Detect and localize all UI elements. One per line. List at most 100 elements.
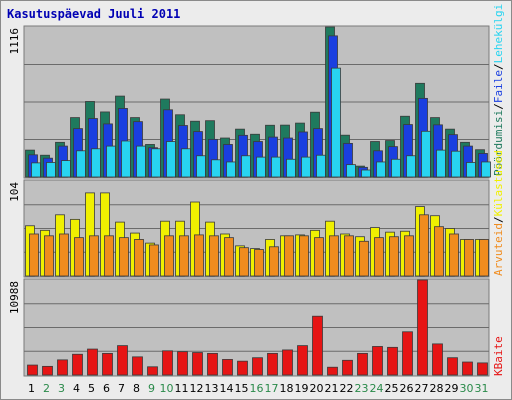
bar-middle-arvuteid-6 xyxy=(104,235,114,277)
bar-top-faile-14 xyxy=(226,161,236,178)
bar-top-faile-23 xyxy=(361,169,371,178)
bar-bottom-kbaite-11 xyxy=(177,351,188,376)
bar-middle-arvuteid-18 xyxy=(284,235,294,277)
bar-top-faile-18 xyxy=(286,158,296,178)
legend-middle-part: Külastused xyxy=(492,150,505,216)
bar-bottom-kbaite-10 xyxy=(162,350,173,376)
bar-bottom-kbaite-23 xyxy=(357,352,368,376)
legend-middle: Arvuteid/Külastused xyxy=(492,150,505,276)
bar-bottom-kbaite-5 xyxy=(87,348,98,376)
bar-bottom-kbaite-2 xyxy=(42,365,53,376)
bar-bottom-kbaite-31 xyxy=(477,362,488,376)
legend-top: Pöördumisi/Faile/Lehekülgi xyxy=(492,4,505,176)
bar-top-faile-1 xyxy=(31,162,41,178)
bar-top-faile-25 xyxy=(391,158,401,178)
bar-top-faile-10 xyxy=(166,141,176,178)
bar-top-faile-9 xyxy=(151,148,161,178)
x-tick-label-28: 28 xyxy=(430,382,444,395)
x-tick-label-22: 22 xyxy=(340,382,354,395)
bar-middle-arvuteid-14 xyxy=(224,237,234,277)
bar-top-faile-22 xyxy=(346,164,356,178)
legend-middle-part: / xyxy=(492,216,505,223)
bar-middle-arvuteid-23 xyxy=(359,240,369,277)
bar-bottom-kbaite-17 xyxy=(267,352,278,376)
bar-top-faile-16 xyxy=(256,156,266,178)
bar-bottom-kbaite-16 xyxy=(252,357,263,376)
bar-middle-arvuteid-13 xyxy=(209,235,219,277)
bar-middle-arvuteid-2 xyxy=(44,235,54,277)
x-tick-label-27: 27 xyxy=(415,382,429,395)
bar-middle-arvuteid-9 xyxy=(149,244,159,277)
bar-middle-arvuteid-24 xyxy=(374,237,384,277)
x-tick-label-19: 19 xyxy=(295,382,309,395)
bar-bottom-kbaite-22 xyxy=(342,359,353,376)
x-tick-label-2: 2 xyxy=(43,382,50,395)
bar-middle-arvuteid-3 xyxy=(59,233,69,277)
bar-bottom-kbaite-3 xyxy=(57,359,68,376)
bar-top-faile-28 xyxy=(436,149,446,178)
x-tick-label-23: 23 xyxy=(355,382,369,395)
bar-top-faile-7 xyxy=(121,140,131,178)
bar-middle-arvuteid-11 xyxy=(179,235,189,277)
legend-top-part: Faile xyxy=(492,70,505,103)
x-tick-label-14: 14 xyxy=(220,382,234,395)
bar-middle-arvuteid-4 xyxy=(74,237,84,277)
bar-bottom-kbaite-8 xyxy=(132,356,143,376)
bar-middle-arvuteid-30 xyxy=(464,239,474,277)
x-tick-label-16: 16 xyxy=(250,382,264,395)
bar-bottom-kbaite-9 xyxy=(147,366,158,376)
bar-top-faile-5 xyxy=(91,148,101,178)
legend-top-part: / xyxy=(492,63,505,70)
x-tick-label-18: 18 xyxy=(280,382,294,395)
bar-middle-arvuteid-19 xyxy=(299,235,309,277)
bar-middle-arvuteid-29 xyxy=(449,233,459,277)
bar-top-faile-3 xyxy=(61,160,71,178)
bar-bottom-kbaite-30 xyxy=(462,361,473,376)
x-tick-label-1: 1 xyxy=(28,382,35,395)
bar-bottom-kbaite-25 xyxy=(387,346,398,376)
bar-middle-arvuteid-15 xyxy=(239,247,249,277)
x-tick-label-10: 10 xyxy=(160,382,174,395)
y-max-label-middle: 104 xyxy=(8,182,21,202)
x-tick-label-30: 30 xyxy=(460,382,474,395)
bar-top-faile-4 xyxy=(76,150,86,178)
x-tick-label-25: 25 xyxy=(385,382,399,395)
legend-bottom-part: KBaite xyxy=(492,336,505,376)
x-tick-label-4: 4 xyxy=(73,382,80,395)
bar-middle-arvuteid-5 xyxy=(89,235,99,277)
bar-top-faile-31 xyxy=(481,161,491,178)
bar-middle-arvuteid-1 xyxy=(29,233,39,277)
y-max-label-top: 1116 xyxy=(8,28,21,55)
bar-middle-arvuteid-21 xyxy=(329,235,339,277)
legend-top-part: / xyxy=(492,103,505,110)
bar-top-faile-15 xyxy=(241,155,251,178)
legend-middle-part: Arvuteid xyxy=(492,223,505,276)
bar-middle-arvuteid-27 xyxy=(419,214,429,277)
x-tick-label-24: 24 xyxy=(370,382,384,395)
legend-top-part: Lehekülgi xyxy=(492,4,505,64)
bar-middle-arvuteid-8 xyxy=(134,239,144,277)
bar-top-faile-29 xyxy=(451,150,461,178)
bar-bottom-kbaite-4 xyxy=(72,353,83,376)
bar-bottom-kbaite-24 xyxy=(372,346,383,376)
x-tick-label-8: 8 xyxy=(133,382,140,395)
x-tick-label-26: 26 xyxy=(400,382,414,395)
chart-title: Kasutuspäevad Juuli 2011 xyxy=(7,7,181,21)
bar-bottom-kbaite-15 xyxy=(237,360,248,376)
bar-middle-arvuteid-16 xyxy=(254,249,264,277)
x-tick-label-5: 5 xyxy=(88,382,95,395)
bar-middle-arvuteid-25 xyxy=(389,236,399,277)
bar-bottom-kbaite-19 xyxy=(297,345,308,376)
bar-middle-arvuteid-17 xyxy=(269,246,279,277)
y-max-label-bottom: 10988 xyxy=(8,281,21,314)
bar-bottom-kbaite-21 xyxy=(327,366,338,376)
bar-middle-arvuteid-28 xyxy=(434,226,444,277)
bar-top-faile-12 xyxy=(196,155,206,178)
x-tick-label-12: 12 xyxy=(190,382,204,395)
x-tick-label-21: 21 xyxy=(325,382,339,395)
bar-bottom-kbaite-26 xyxy=(402,331,413,376)
x-tick-label-31: 31 xyxy=(475,382,489,395)
bar-bottom-kbaite-14 xyxy=(222,359,233,376)
x-tick-label-20: 20 xyxy=(310,382,324,395)
